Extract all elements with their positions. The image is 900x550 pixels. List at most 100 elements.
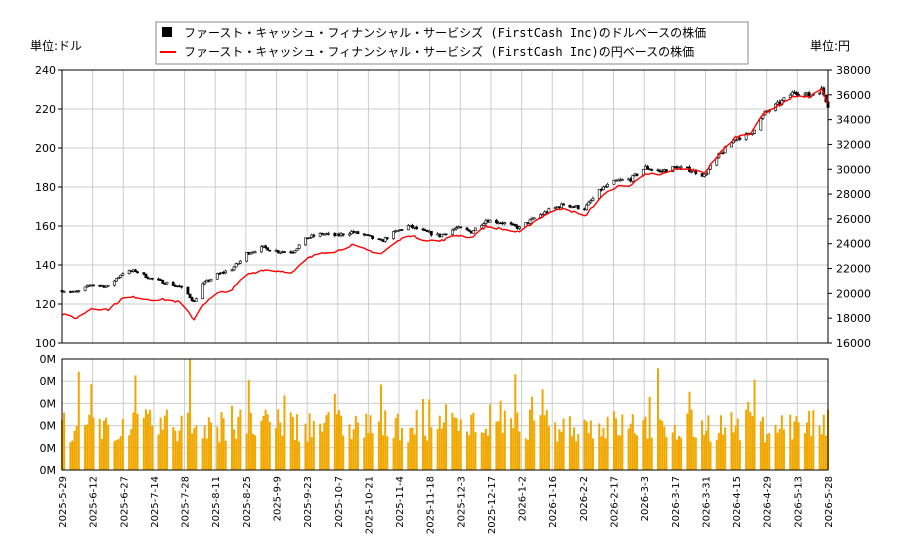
left-axis-unit: 単位:ドル — [30, 38, 82, 53]
volume-bar — [646, 438, 649, 470]
volume-bar — [547, 426, 550, 470]
volume-bar — [659, 419, 662, 470]
volume-bar — [644, 416, 647, 470]
candle-body — [293, 250, 297, 253]
volume-bar — [275, 428, 278, 470]
volume-bar — [688, 391, 691, 470]
volume-bar — [808, 410, 811, 470]
candle-body — [429, 231, 433, 236]
date-tick-label: 2026-3-3 — [640, 476, 651, 521]
date-tick-label: 2025-11-18 — [426, 476, 437, 534]
candle-body — [62, 291, 66, 293]
candle-body — [406, 225, 410, 231]
candle-body — [744, 133, 748, 140]
jpy-tick-label: 26000 — [836, 213, 871, 226]
volume-bar — [466, 431, 469, 470]
candle-body — [238, 260, 242, 264]
legend-jpy-label: ファースト・キャッシュ・フィナンシャル・サービシズ (FirstCash Inc… — [184, 44, 694, 59]
volume-bar — [354, 415, 357, 470]
date-tick-label: 2026-2-17 — [610, 476, 621, 528]
jpy-tick-label: 38000 — [836, 64, 871, 77]
volume-bar — [518, 431, 521, 470]
volume-bar — [556, 441, 559, 470]
volume-bar — [543, 415, 546, 470]
volume-bar — [631, 414, 634, 470]
candle-body — [142, 272, 146, 275]
volume-bar — [686, 413, 689, 470]
candle-body — [721, 152, 725, 155]
candle-body — [509, 222, 513, 225]
volume-bar — [759, 421, 762, 470]
jpy-tick-label: 34000 — [836, 114, 871, 127]
volume-bar — [820, 434, 823, 470]
volume-bar — [761, 416, 764, 470]
date-tick-label: 2026-1-16 — [548, 476, 559, 528]
candle-body — [203, 281, 207, 285]
candle-body — [297, 244, 301, 249]
volume-bar — [251, 433, 254, 470]
volume-bar — [459, 419, 462, 470]
date-tick-label: 2026-4-29 — [763, 476, 774, 528]
date-tick-label: 2026-5-28 — [824, 476, 835, 528]
date-tick-label: 2025-8-25 — [242, 476, 253, 528]
volume-bar — [570, 436, 573, 470]
volume-bar — [230, 405, 233, 470]
volume-bar — [130, 429, 133, 470]
candle-body — [604, 186, 607, 188]
volume-bar — [398, 440, 401, 470]
volume-bar — [793, 421, 796, 470]
candle-body — [201, 283, 205, 300]
volume-bar — [617, 435, 620, 470]
candle-body — [224, 270, 228, 274]
candle-body — [465, 227, 469, 231]
volume-bar — [235, 438, 238, 470]
volume-bar — [371, 433, 374, 470]
candle-body — [383, 237, 387, 242]
candlesticks — [60, 85, 830, 303]
volume-bar — [753, 379, 756, 470]
candle-body — [194, 298, 198, 302]
candle-body — [425, 230, 429, 232]
volume-bar — [533, 420, 536, 470]
volume-bar — [545, 410, 548, 470]
volume-bar — [71, 440, 74, 470]
volume-bar — [247, 380, 250, 470]
volume-bar — [279, 422, 282, 470]
candle-body — [790, 91, 794, 96]
volume-bar — [428, 399, 431, 470]
candle-body — [818, 92, 822, 95]
volume-bar — [323, 423, 326, 470]
jpy-tick-label: 24000 — [836, 238, 871, 251]
date-tick-label: 2026-4-15 — [732, 476, 743, 528]
volume-bar — [503, 410, 506, 470]
volume-bar — [195, 425, 198, 470]
volume-bar — [455, 418, 458, 470]
volume-bar — [719, 415, 722, 470]
candle-body — [136, 271, 139, 273]
date-tick-label: 2025-6-12 — [89, 476, 100, 528]
volume-bar — [411, 427, 414, 470]
volume-bar — [747, 401, 750, 470]
volume-bar — [558, 429, 561, 470]
candle-body — [266, 247, 270, 251]
volume-bar — [421, 399, 424, 470]
candle-body — [104, 285, 108, 288]
volume-bar — [495, 421, 498, 470]
volume-bar — [165, 409, 168, 470]
volume-bar — [774, 424, 777, 470]
candle-body — [532, 217, 536, 220]
volume-bar — [797, 422, 800, 470]
volume-bar — [602, 428, 605, 470]
candle-body — [795, 92, 798, 95]
volume-bar — [751, 415, 754, 470]
volume-bar — [289, 412, 292, 470]
volume-bar — [281, 435, 284, 470]
volume-tick-label: 0M — [40, 397, 57, 410]
volume-bar — [487, 435, 490, 470]
volume-bar — [338, 410, 341, 470]
volume-bar — [69, 442, 72, 470]
candle-body — [188, 293, 192, 298]
volume-bar — [384, 410, 387, 470]
volume-tick-label: 0M — [40, 464, 57, 477]
volume-bar — [161, 429, 164, 470]
